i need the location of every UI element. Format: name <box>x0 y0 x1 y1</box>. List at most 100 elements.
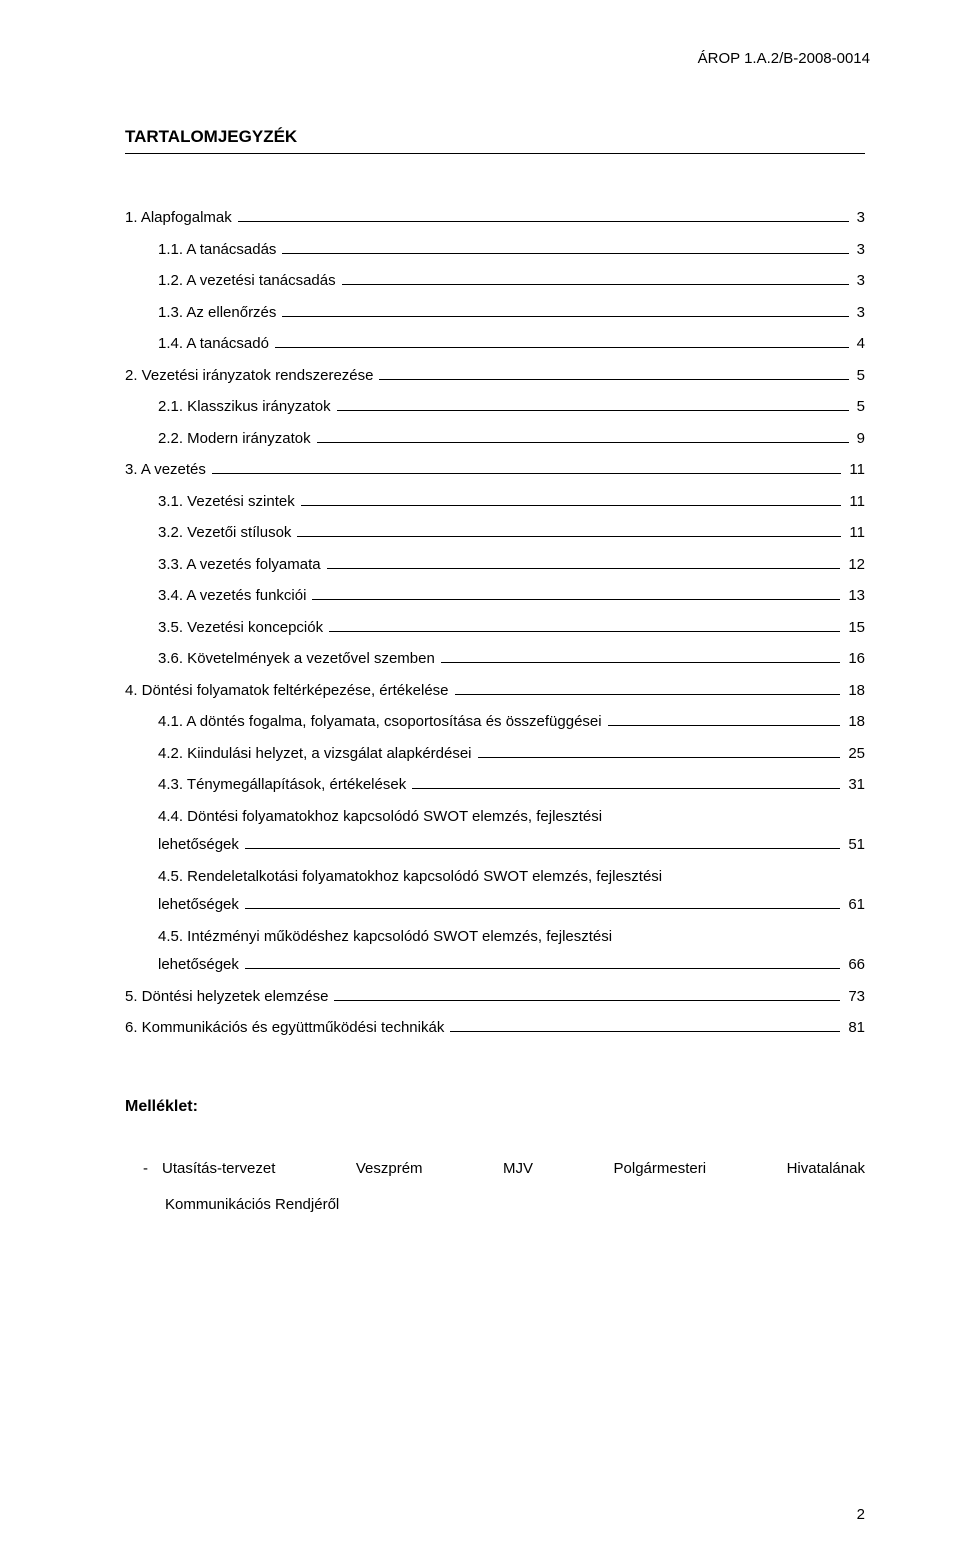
toc-page-number: 18 <box>844 677 865 706</box>
dash-icon: - <box>143 1151 148 1187</box>
table-of-contents: 1. Alapfogalmak31.1. A tanácsadás31.2. A… <box>125 204 865 1043</box>
document-header-code: ÁROP 1.A.2/B-2008-0014 <box>125 50 870 67</box>
toc-entry: 4.3. Ténymegállapítások, értékelések 31 <box>125 771 865 800</box>
toc-page-number: 25 <box>844 740 865 769</box>
toc-page-number: 15 <box>844 614 865 643</box>
toc-entry: 4.5. Intézményi működéshez kapcsolódó SW… <box>125 923 865 980</box>
toc-label: 3.2. Vezetői stílusok <box>158 519 293 548</box>
toc-leader-line <box>212 473 842 474</box>
toc-leader-line <box>312 599 840 600</box>
toc-page-number: 3 <box>853 236 865 265</box>
toc-label: 3.1. Vezetési szintek <box>158 488 297 517</box>
toc-label: 2.2. Modern irányzatok <box>158 425 313 454</box>
toc-entry: 4.5. Rendeletalkotási folyamatokhoz kapc… <box>125 863 865 920</box>
toc-page-number: 13 <box>844 582 865 611</box>
toc-label: 1.4. A tanácsadó <box>158 330 271 359</box>
toc-label: 3.5. Vezetési koncepciók <box>158 614 325 643</box>
toc-label: 4.2. Kiindulási helyzet, a vizsgálat ala… <box>158 740 474 769</box>
toc-entry: 3.1. Vezetési szintek 11 <box>125 488 865 517</box>
toc-entry: 4.4. Döntési folyamatokhoz kapcsolódó SW… <box>125 803 865 860</box>
toc-entry: 1. Alapfogalmak 3 <box>125 204 865 233</box>
appendix-word: Polgármesteri <box>614 1151 707 1187</box>
toc-entry: 2.2. Modern irányzatok 9 <box>125 425 865 454</box>
toc-page-number: 3 <box>853 267 865 296</box>
toc-entry: 2. Vezetési irányzatok rendszerezése 5 <box>125 362 865 391</box>
page-title: TARTALOMJEGYZÉK <box>125 127 865 147</box>
toc-leader-line <box>301 505 842 506</box>
toc-label: 4.3. Ténymegállapítások, értékelések <box>158 771 408 800</box>
toc-entry: 1.1. A tanácsadás 3 <box>125 236 865 265</box>
toc-label: lehetőségek <box>158 891 241 920</box>
appendix-item: -Utasítás-tervezet Veszprém MJV Polgárme… <box>125 1151 865 1223</box>
toc-page-number: 11 <box>845 488 865 517</box>
toc-label: 6. Kommunikációs és együttműködési techn… <box>125 1014 446 1043</box>
toc-leader-line <box>337 410 849 411</box>
toc-entry: 3.4. A vezetés funkciói 13 <box>125 582 865 611</box>
toc-leader-line <box>282 316 848 317</box>
toc-leader-line <box>238 221 849 222</box>
toc-label: 3.4. A vezetés funkciói <box>158 582 308 611</box>
toc-leader-line <box>412 788 840 789</box>
toc-entry: 3.2. Vezetői stílusok 11 <box>125 519 865 548</box>
appendix-word: Utasítás-tervezet <box>162 1160 275 1177</box>
toc-label: 1.1. A tanácsadás <box>158 236 278 265</box>
toc-label: 3.6. Követelmények a vezetővel szemben <box>158 645 437 674</box>
toc-leader-line <box>441 662 840 663</box>
toc-page-number: 31 <box>844 771 865 800</box>
toc-leader-line <box>450 1031 840 1032</box>
toc-entry: 3.5. Vezetési koncepciók 15 <box>125 614 865 643</box>
toc-leader-line <box>245 968 840 969</box>
toc-leader-line <box>342 284 849 285</box>
toc-label: 1.2. A vezetési tanácsadás <box>158 267 338 296</box>
toc-label: 5. Döntési helyzetek elemzése <box>125 983 330 1012</box>
toc-leader-line <box>245 908 840 909</box>
toc-leader-line <box>478 757 841 758</box>
toc-page-number: 73 <box>844 983 865 1012</box>
appendix-heading: Melléklet: <box>125 1098 865 1116</box>
toc-entry: 4.2. Kiindulási helyzet, a vizsgálat ala… <box>125 740 865 769</box>
toc-label: 1.3. Az ellenőrzés <box>158 299 278 328</box>
toc-page-number: 81 <box>844 1014 865 1043</box>
toc-entry: 1.2. A vezetési tanácsadás 3 <box>125 267 865 296</box>
toc-leader-line <box>297 536 841 537</box>
toc-label: 1. Alapfogalmak <box>125 204 234 233</box>
toc-label: 4.1. A döntés fogalma, folyamata, csopor… <box>158 708 604 737</box>
toc-leader-line <box>608 725 841 726</box>
toc-page-number: 3 <box>853 299 865 328</box>
toc-entry: 6. Kommunikációs és együttműködési techn… <box>125 1014 865 1043</box>
toc-page-number: 3 <box>853 204 865 233</box>
appendix-word: Veszprém <box>356 1151 423 1187</box>
toc-page-number: 12 <box>844 551 865 580</box>
toc-page-number: 66 <box>844 951 865 980</box>
toc-entry: 5. Döntési helyzetek elemzése 73 <box>125 983 865 1012</box>
toc-label: 3. A vezetés <box>125 456 208 485</box>
toc-leader-line <box>334 1000 840 1001</box>
toc-page-number: 5 <box>853 362 865 391</box>
toc-leader-line <box>379 379 848 380</box>
appendix-word: MJV <box>503 1151 533 1187</box>
toc-label: 2. Vezetési irányzatok rendszerezése <box>125 362 375 391</box>
toc-leader-line <box>327 568 841 569</box>
toc-label: 4.5. Intézményi működéshez kapcsolódó SW… <box>158 923 865 952</box>
appendix-line2: Kommunikációs Rendjéről <box>165 1187 865 1223</box>
toc-page-number: 61 <box>844 891 865 920</box>
toc-page-number: 16 <box>844 645 865 674</box>
toc-page-number: 9 <box>853 425 865 454</box>
toc-label: 2.1. Klasszikus irányzatok <box>158 393 333 422</box>
toc-entry: 1.3. Az ellenőrzés 3 <box>125 299 865 328</box>
toc-label: 4.5. Rendeletalkotási folyamatokhoz kapc… <box>158 863 865 892</box>
toc-page-number: 51 <box>844 831 865 860</box>
toc-label: 4.4. Döntési folyamatokhoz kapcsolódó SW… <box>158 803 865 832</box>
appendix-word: Hivatalának <box>787 1151 865 1187</box>
document-page: ÁROP 1.A.2/B-2008-0014 TARTALOMJEGYZÉK 1… <box>0 0 960 1253</box>
toc-page-number: 5 <box>853 393 865 422</box>
toc-page-number: 18 <box>844 708 865 737</box>
toc-entry: 2.1. Klasszikus irányzatok 5 <box>125 393 865 422</box>
toc-entry: 4. Döntési folyamatok feltérképezése, ér… <box>125 677 865 706</box>
toc-leader-line <box>329 631 840 632</box>
toc-page-number: 11 <box>845 456 865 485</box>
toc-page-number: 11 <box>845 519 865 548</box>
title-section: TARTALOMJEGYZÉK <box>125 127 865 154</box>
toc-entry: 3. A vezetés 11 <box>125 456 865 485</box>
toc-label: lehetőségek <box>158 951 241 980</box>
